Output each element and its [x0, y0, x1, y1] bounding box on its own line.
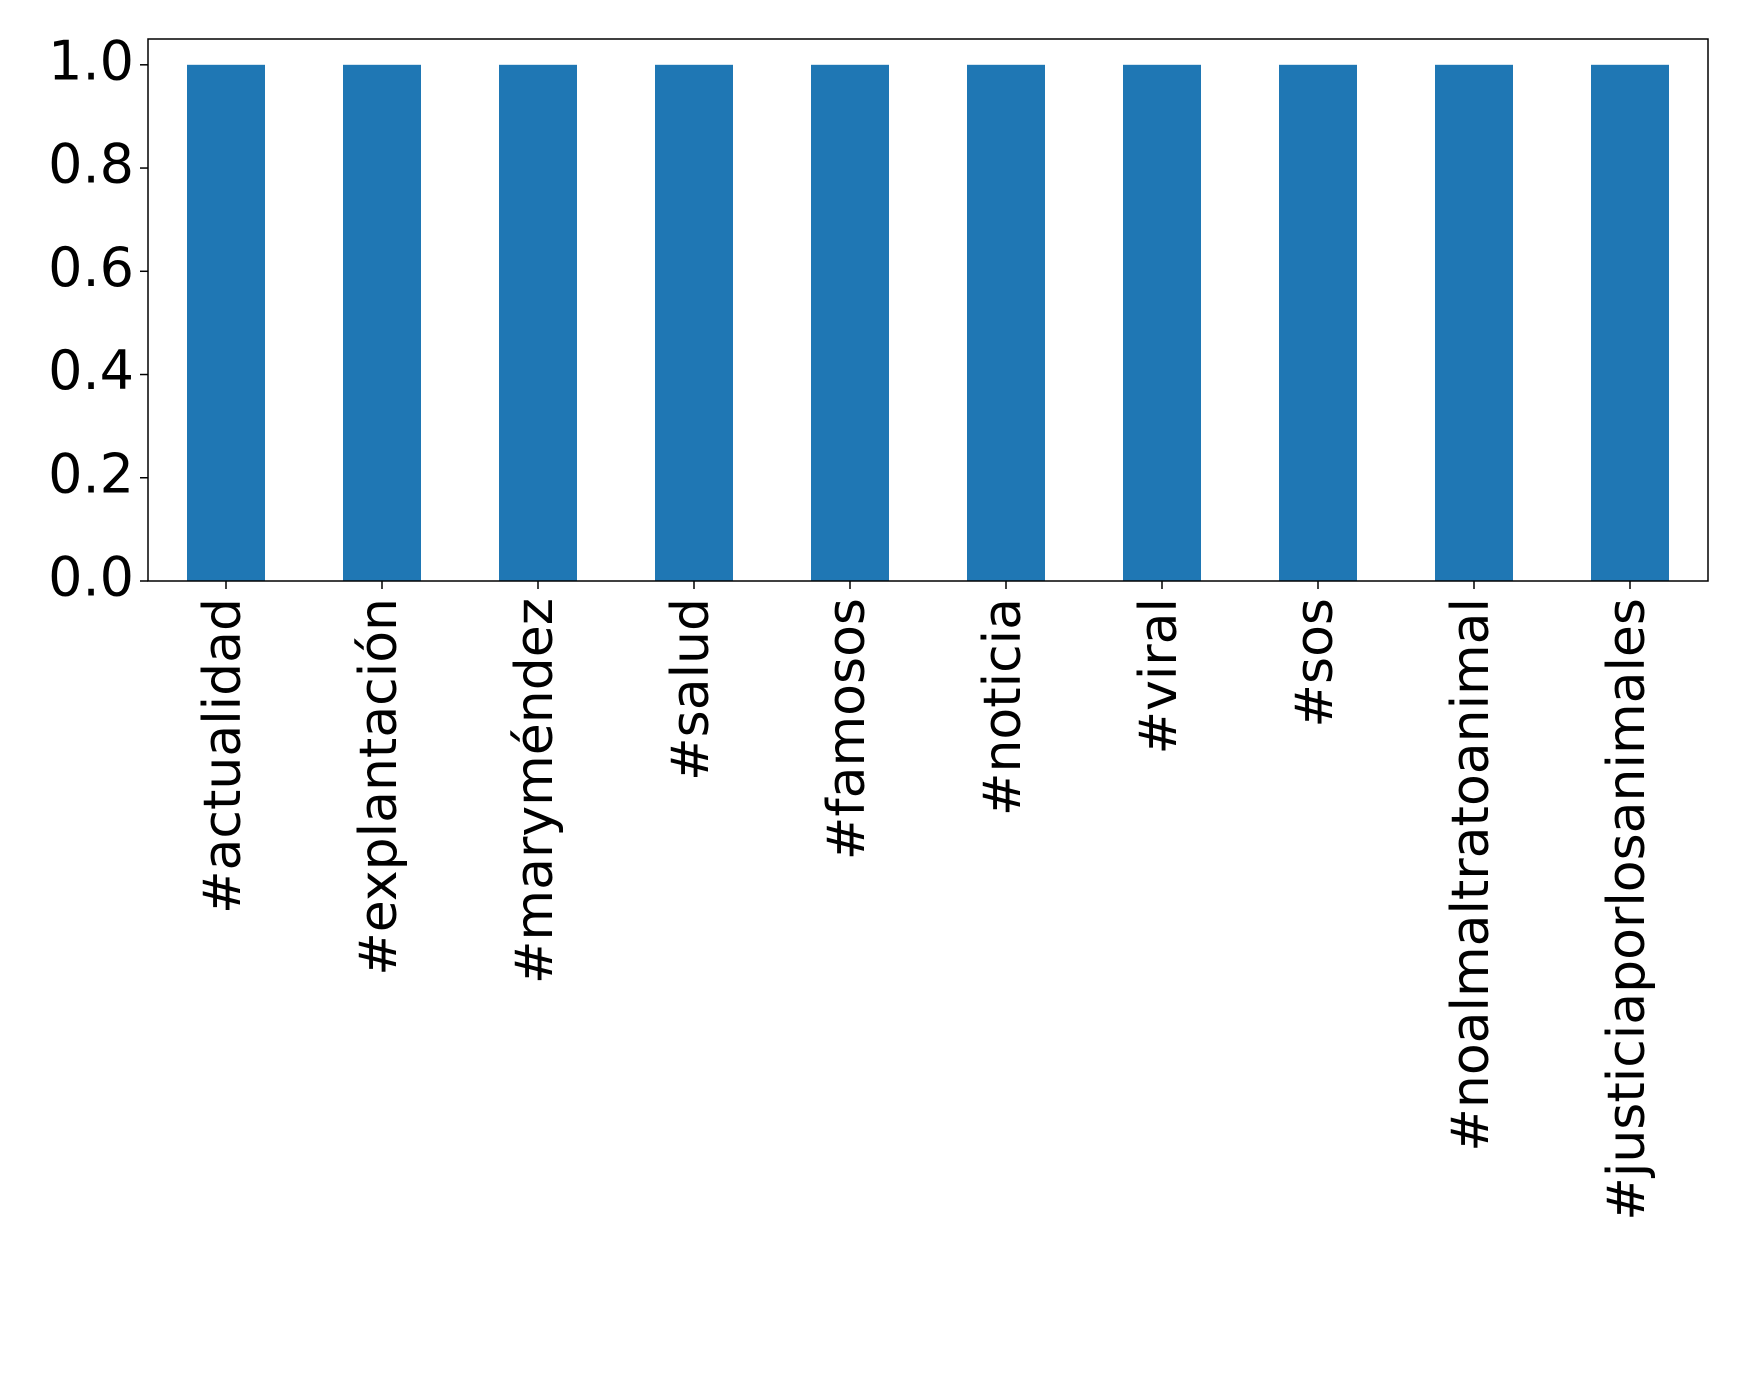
x-tick-label: #maryméndez — [505, 598, 565, 984]
x-tick-label: #salud — [661, 598, 721, 781]
x-tick-label: #famosos — [817, 598, 877, 860]
bar — [655, 64, 733, 582]
bar — [1123, 64, 1201, 582]
y-tick-label: 0.4 — [48, 339, 134, 402]
y-tick-label: 0.2 — [48, 442, 134, 505]
y-tick-label: 0.6 — [48, 236, 134, 299]
x-tick-label: #noticia — [973, 598, 1033, 816]
bar — [1591, 64, 1669, 582]
bar — [187, 64, 265, 582]
y-tick-label: 1.0 — [48, 29, 134, 92]
plot-frame — [147, 38, 1709, 582]
x-tick-label: #sos — [1285, 598, 1345, 728]
x-tick-label: #justiciaporlosanimales — [1597, 598, 1657, 1221]
x-tick-label: #noalmaltratoanimal — [1441, 598, 1501, 1152]
bar — [811, 64, 889, 582]
bar — [499, 64, 577, 582]
bar — [1435, 64, 1513, 582]
x-tick-label: #viral — [1129, 598, 1189, 754]
y-tick-label: 0.8 — [48, 133, 134, 196]
y-tick-label: 0.0 — [48, 546, 134, 609]
bar — [343, 64, 421, 582]
x-tick-label: #explantación — [349, 598, 409, 976]
x-tick-label: #actualidad — [193, 598, 253, 914]
bar — [1279, 64, 1357, 582]
bar — [967, 64, 1045, 582]
